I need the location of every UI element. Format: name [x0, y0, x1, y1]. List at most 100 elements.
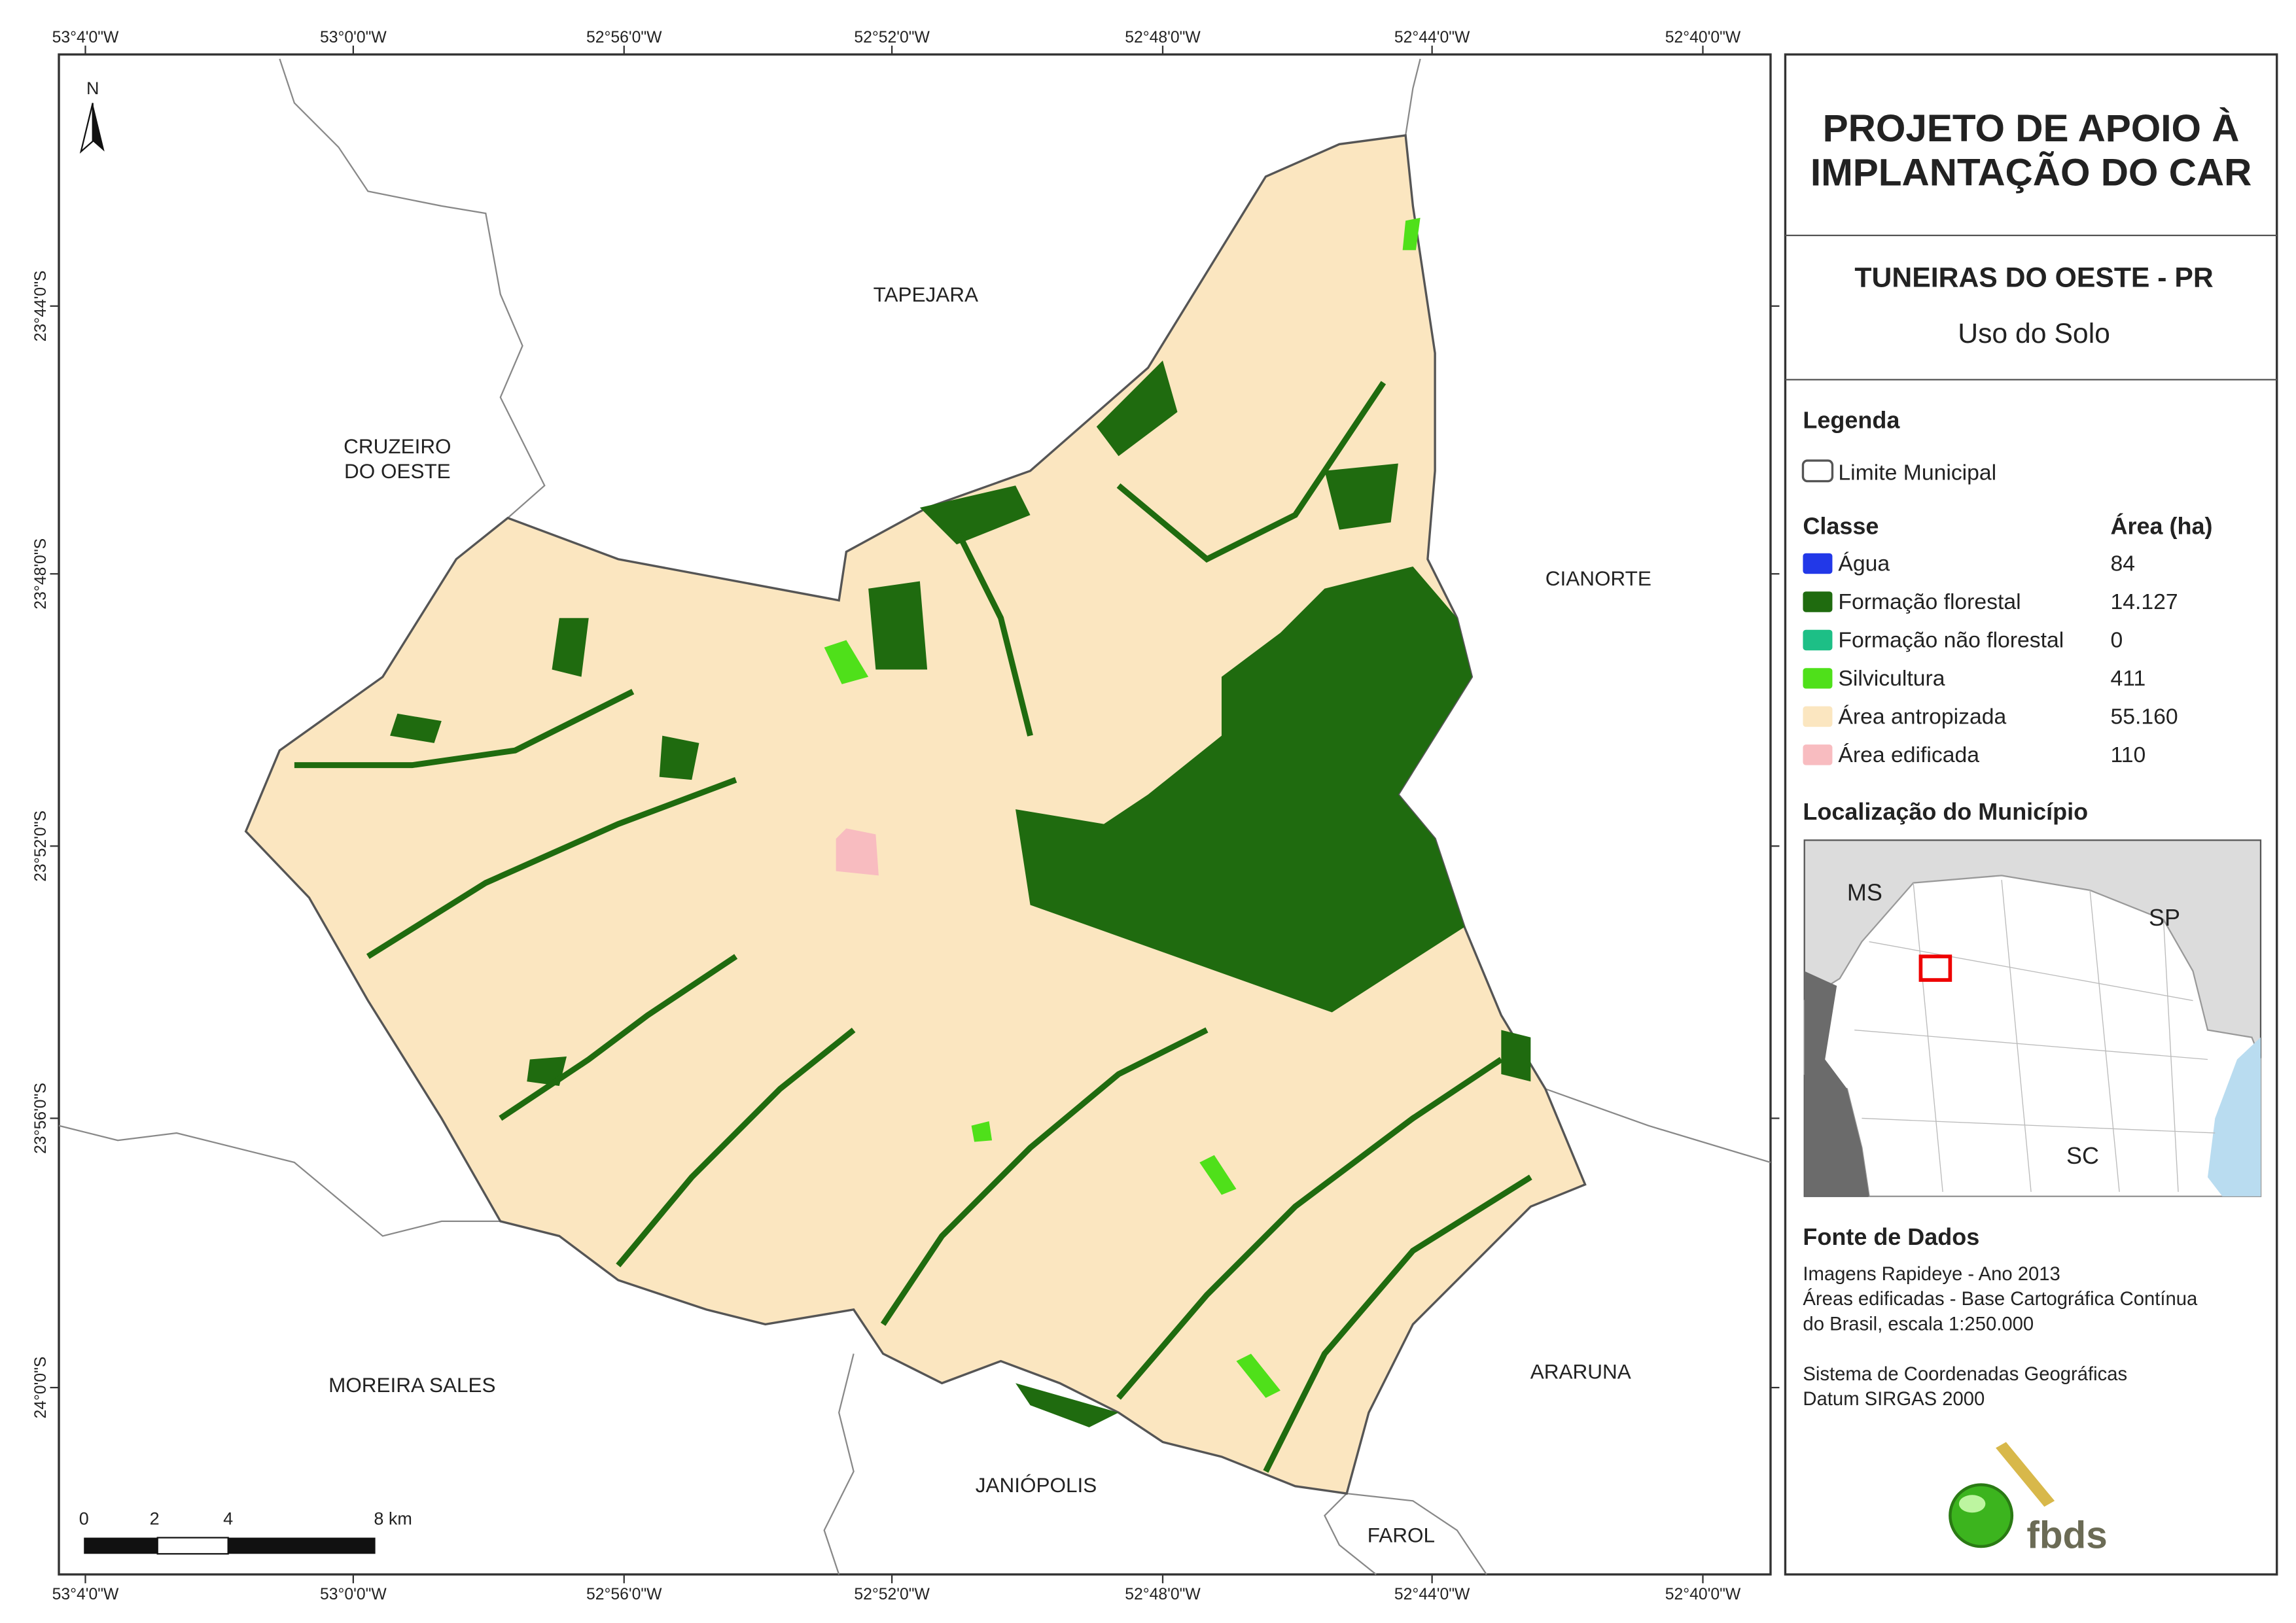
scale-label: 8 km [374, 1509, 412, 1528]
source-line: Sistema de Coordenadas Geográficas [1803, 1364, 2127, 1385]
logo-mark [1958, 1495, 1986, 1513]
place-label: ARARUNA [1530, 1360, 1631, 1384]
coord-label-top: 52°48'0"W [1125, 29, 1201, 46]
place-label: CIANORTE [1545, 567, 1651, 590]
coordinates: 53°4'0"W 53°4'0"W 53°0'0"W 53°0'0"W 52°56'0"… [32, 29, 1780, 1603]
location-heading: Localização do Município [1803, 798, 2088, 825]
limit-symbol [1801, 459, 1834, 483]
source-heading: Fonte de Dados [1803, 1223, 1979, 1250]
coord-label-top: 53°0'0"W [320, 29, 387, 46]
legend-swatch [1803, 744, 1833, 765]
silviculture [824, 217, 1421, 1398]
stream [1116, 381, 1386, 563]
coord-label-bottom: 52°48'0"W [1125, 1586, 1201, 1603]
silviculture-patch [971, 1121, 993, 1142]
side-panel [1784, 53, 2278, 1576]
class-header: Classe [1803, 513, 1879, 540]
coord-label-bottom: 52°56'0"W [586, 1586, 662, 1603]
stream [616, 1028, 856, 1268]
boundary [58, 1125, 501, 1237]
state-label: SP [2149, 904, 2180, 931]
title: PROJETO DE APOIO À [1823, 107, 2240, 150]
coord-label-left: 23°44'0"S [32, 271, 50, 342]
scale-bar [156, 1537, 229, 1555]
neighbour-state [1804, 971, 1869, 1196]
place-label: DO OESTE [344, 459, 451, 483]
inset-lines [1854, 880, 2216, 1193]
forest-block [1016, 566, 1472, 1013]
north-arrow [92, 103, 105, 152]
legend-swatch [1803, 668, 1833, 689]
scale-label: 2 [150, 1509, 160, 1528]
north-label: N [86, 79, 99, 98]
inset-municipalities [1854, 880, 2216, 1193]
boundary [1324, 1493, 1377, 1575]
place-label: TAPEJARA [874, 283, 978, 306]
legend-swatch [1803, 591, 1833, 612]
boundary [823, 1353, 855, 1575]
boundary [1405, 58, 1421, 136]
coord-label-bottom: 52°40'0"W [1665, 1586, 1741, 1603]
coord-label-top: 53°4'0"W [52, 29, 119, 46]
coord-label-bottom: 53°0'0"W [320, 1586, 387, 1603]
coord-label-top: 52°40'0"W [1665, 29, 1741, 46]
forest-patch [390, 713, 442, 743]
coord-label-left: 23°52'0"S [32, 811, 50, 882]
source-line: Áreas edificadas - Base Cartográfica Con… [1803, 1288, 2198, 1310]
legend-swatch [1803, 553, 1833, 574]
forest-patch [552, 618, 589, 677]
municipality: TUNEIRAS DO OESTE - PR [1854, 262, 2213, 294]
area-header: Área (ha) [2111, 513, 2213, 540]
boundary [1545, 1088, 1771, 1164]
state-label: SC [2066, 1142, 2099, 1169]
forest-patch [1016, 1383, 1119, 1427]
forest-patch [1501, 1030, 1531, 1082]
state-label: MS [1847, 879, 1882, 906]
logo-mark [1949, 1483, 2014, 1548]
legend-class: Formação florestal [1838, 589, 2021, 614]
boundary [1347, 1492, 1487, 1575]
legend-class: Água [1838, 551, 1890, 576]
municipality-area [244, 134, 1587, 1495]
coord-label-left: 24°0'0"S [32, 1357, 50, 1419]
legend-area: 14.127 [2111, 589, 2178, 614]
coord-label-top: 52°52'0"W [854, 29, 930, 46]
silviculture-patch [1199, 1155, 1237, 1195]
coord-label-top: 52°44'0"W [1394, 29, 1470, 46]
source-line: Datum SIRGAS 2000 [1803, 1389, 1985, 1410]
source-line: Imagens Rapideye - Ano 2013 [1803, 1264, 2060, 1285]
silviculture-patch [1402, 217, 1421, 251]
stream [1263, 1174, 1532, 1473]
place-label: JANIÓPOLIS [976, 1473, 1097, 1497]
coord-label-bottom: 52°44'0"W [1394, 1586, 1470, 1603]
legend-swatch [1803, 629, 1833, 651]
legend-limit: Limite Municipal [1838, 460, 1996, 485]
ocean [2208, 1037, 2261, 1196]
logo-text: fbds [2026, 1514, 2107, 1556]
stream [499, 954, 738, 1121]
legend-class: Silvicultura [1838, 666, 1945, 691]
place-label: FAROL [1368, 1523, 1435, 1546]
scale-labels: 0 2 4 8 km [79, 1509, 412, 1528]
legend-area: 411 [2111, 666, 2146, 691]
scale-label: 4 [223, 1509, 233, 1528]
coord-label-top: 52°56'0"W [586, 29, 662, 46]
silviculture-patch [824, 640, 869, 684]
legend-class: Área edificada [1838, 742, 1979, 767]
title: IMPLANTAÇÃO DO CAR [1810, 150, 2252, 194]
coord-label-left: 23°56'0"S [32, 1083, 50, 1154]
forest-patch [659, 735, 699, 780]
forest-patch [868, 581, 928, 670]
legend-area: 84 [2111, 551, 2136, 576]
legend-swatch [1803, 706, 1833, 727]
stream [880, 1027, 1209, 1326]
forest-patch [919, 485, 1031, 545]
location-marker [1918, 954, 1952, 982]
stream [954, 528, 1033, 737]
legend-area: 110 [2111, 742, 2146, 767]
legend-area: 0 [2111, 628, 2123, 653]
coord-label-bottom: 53°4'0"W [52, 1586, 119, 1603]
place-label: CRUZEIRO [344, 434, 451, 458]
